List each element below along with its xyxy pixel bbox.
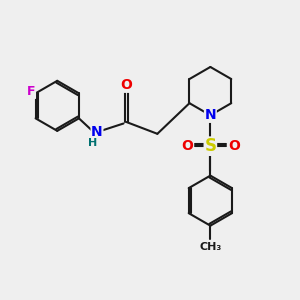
Text: O: O [121,78,132,92]
Text: O: O [181,139,193,153]
Text: O: O [228,139,240,153]
Text: N: N [205,108,216,122]
Text: CH₃: CH₃ [199,242,221,252]
Text: N: N [91,125,103,139]
Text: F: F [27,85,35,98]
Text: S: S [204,137,216,155]
Text: H: H [88,138,97,148]
